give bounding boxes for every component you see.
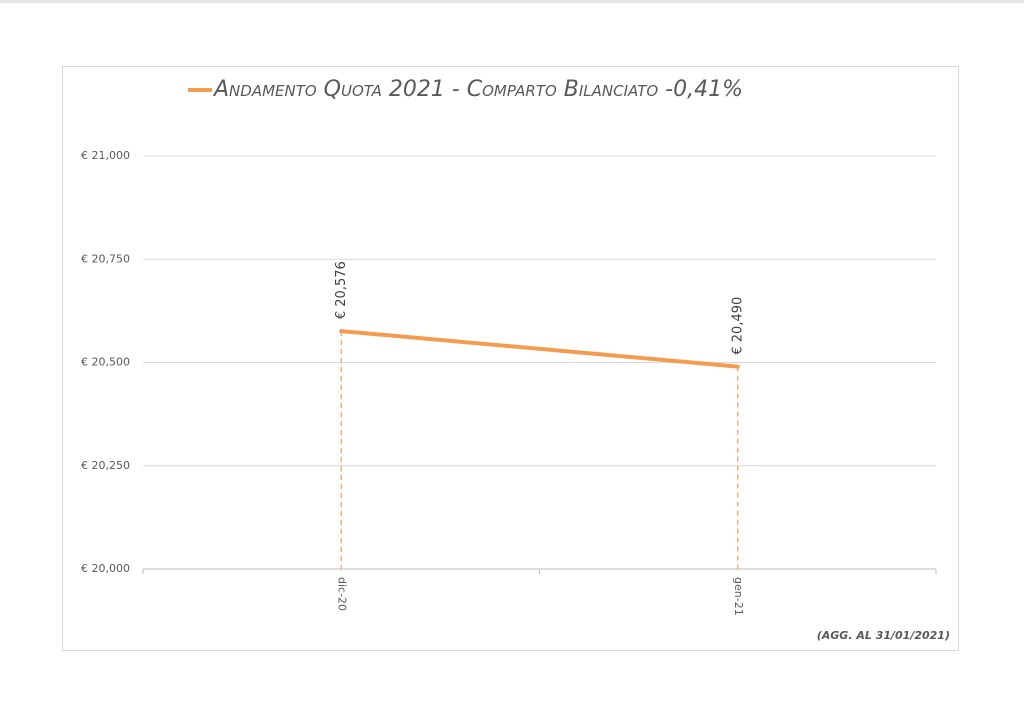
y-tick-label: € 20,500	[81, 356, 130, 369]
annotation: (AGG. AL 31/01/2021)	[817, 629, 950, 642]
y-tick-label: € 20,750	[81, 252, 130, 265]
x-tick-label: gen-21	[732, 577, 745, 616]
legend-label: Andamento Quota 2021 - Comparto Bilancia…	[212, 77, 743, 102]
x-tick-label: dic-20	[335, 577, 348, 611]
top-edge	[0, 0, 1024, 3]
data-label: € 20,576	[334, 261, 349, 319]
data-label: € 20,490	[730, 297, 745, 355]
y-tick-label: € 20,250	[81, 459, 130, 472]
series-line	[339, 329, 740, 369]
y-tick-label: € 21,000	[81, 149, 130, 162]
y-tick-label: € 20,000	[81, 562, 130, 575]
chart-frame	[62, 66, 959, 651]
